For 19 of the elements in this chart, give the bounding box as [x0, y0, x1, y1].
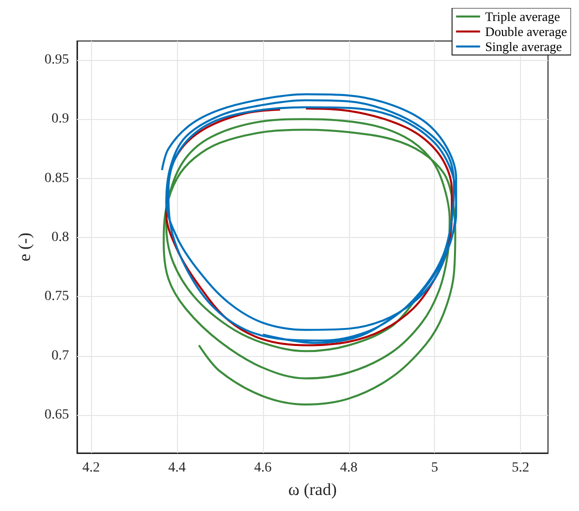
x-tick-label: 4.8 [340, 460, 358, 476]
x-tick-label: 5.2 [512, 460, 530, 476]
line-series [162, 118, 456, 406]
x-tick-label: 5 [431, 460, 438, 476]
y-tick-label: 0.9 [52, 112, 69, 127]
y-tick-label: 0.7 [52, 348, 69, 364]
legend-label: Triple average [485, 9, 560, 24]
y-tick-label: 0.75 [44, 289, 69, 304]
legend-label: Single average [485, 39, 562, 54]
y-tick-label: 0.85 [44, 170, 69, 186]
y-tick-label: 0.65 [44, 408, 69, 423]
x-tick-label: 4.6 [254, 460, 272, 476]
y-tick-label: 0.8 [52, 230, 69, 246]
x-tick-label: 4.2 [82, 460, 100, 476]
legend-label: Double average [485, 24, 568, 39]
x-tick-label: 4.4 [168, 460, 186, 476]
y-axis-title: e (-) [15, 232, 34, 262]
y-tick-label: 0.95 [44, 52, 69, 68]
x-axis-title: ω (rad) [288, 480, 337, 499]
